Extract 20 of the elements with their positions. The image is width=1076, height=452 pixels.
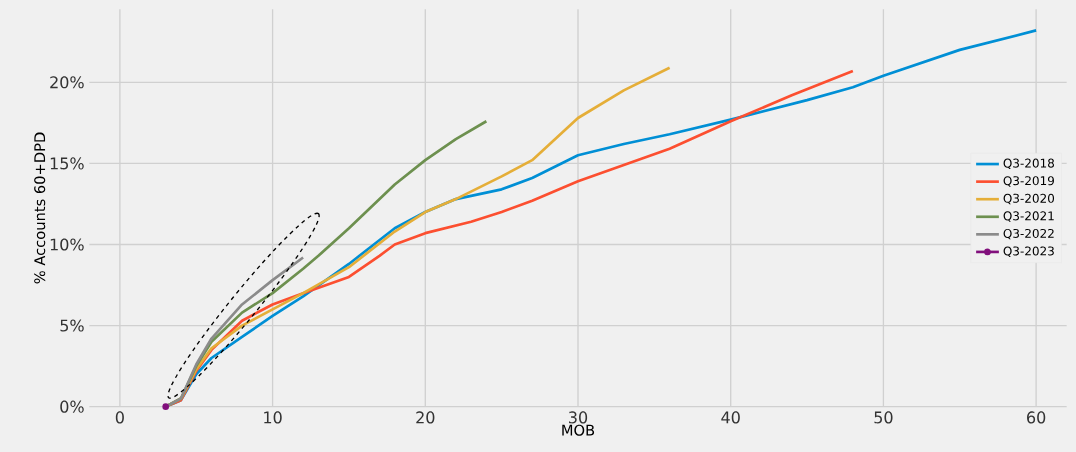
legend-label: Q3-2023 xyxy=(1003,246,1054,257)
x-tick-label: 40 xyxy=(721,411,740,424)
y-tick-label: 20% xyxy=(50,76,84,89)
x-tick-label: 30 xyxy=(569,411,588,424)
legend-label: Q3-2019 xyxy=(1003,176,1054,187)
legend-label: Q3-2020 xyxy=(1003,193,1055,205)
x-tick-label: 10 xyxy=(264,411,282,424)
y-axis-title: % Accounts 60+DPD xyxy=(34,132,46,284)
y-tick-label: 0% xyxy=(60,400,84,413)
x-tick-label: 60 xyxy=(1027,411,1046,424)
y-tick-label: 15% xyxy=(50,157,84,170)
y-tick-label: 5% xyxy=(60,319,84,332)
x-tick-label: 50 xyxy=(874,411,893,424)
legend-label: Q3-2021 xyxy=(1003,211,1054,222)
x-tick-label: 20 xyxy=(416,411,435,424)
legend-label: Q3-2022 xyxy=(1003,228,1054,240)
x-tick-label: 0 xyxy=(115,411,124,424)
legend-label: Q3-2018 xyxy=(1003,158,1055,170)
y-tick-label: 10% xyxy=(50,238,84,251)
x-axis-title: MOB xyxy=(562,424,595,436)
